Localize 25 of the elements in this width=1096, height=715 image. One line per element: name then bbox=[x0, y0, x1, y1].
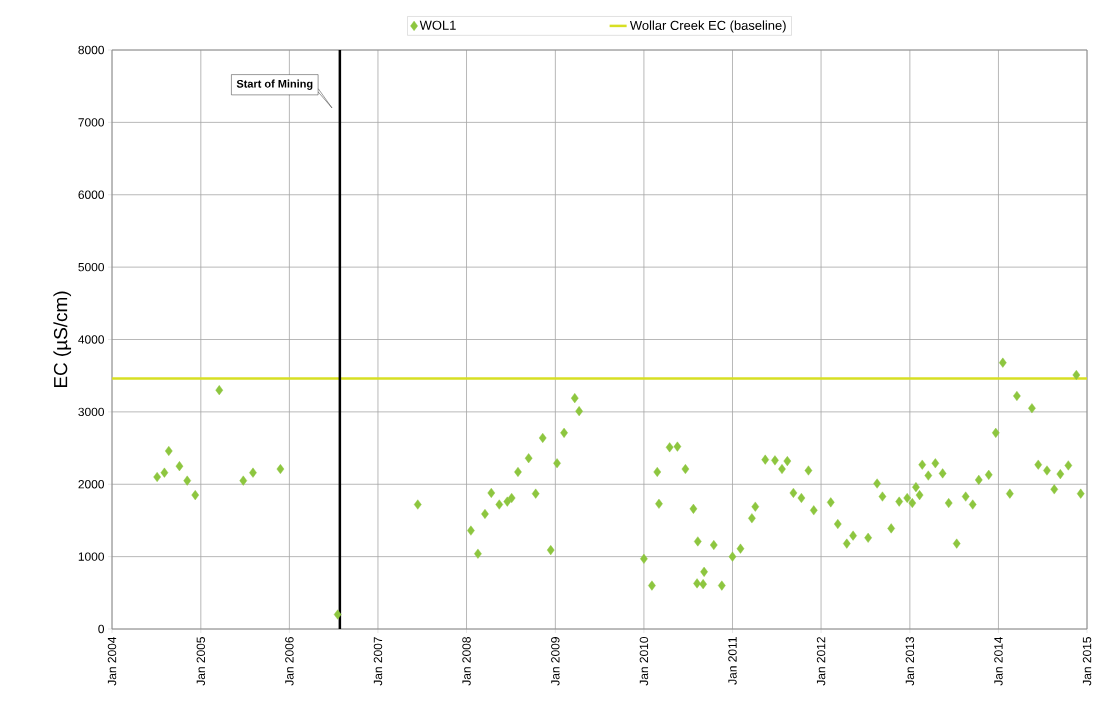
y-tick-label: 2000 bbox=[78, 480, 105, 489]
y-tick-label: 3000 bbox=[78, 407, 105, 417]
y-tick-label: 0 bbox=[98, 624, 105, 634]
y-tick-label: 4000 bbox=[78, 335, 105, 344]
y-axis-title: EC (µS/cm) bbox=[53, 291, 72, 388]
x-tick-label: Jan 2014 bbox=[994, 636, 1003, 686]
x-tick-label: Jan 2010 bbox=[639, 637, 649, 686]
y-tick-label: 1000 bbox=[78, 552, 105, 561]
legend-label: WOL1 bbox=[419, 20, 456, 30]
x-tick-label: Jan 2007 bbox=[373, 637, 383, 686]
y-tick-label: 6000 bbox=[78, 190, 105, 199]
legend-label: Wollar Creek EC (baseline) bbox=[629, 20, 786, 33]
x-tick-label: Jan 2015 bbox=[1082, 637, 1092, 686]
x-tick-label: Jan 2004 bbox=[107, 636, 117, 686]
x-tick-label: Jan 2013 bbox=[905, 637, 915, 686]
x-tick-label: Jan 2008 bbox=[462, 637, 471, 686]
x-tick-label: Jan 2012 bbox=[816, 637, 826, 686]
x-tick-label: Jan 2011 bbox=[728, 637, 737, 685]
x-tick-label: Jan 2006 bbox=[285, 637, 294, 686]
ref-line-label: Start of Mining bbox=[236, 79, 313, 90]
y-tick-label: 5000 bbox=[78, 262, 105, 272]
y-tick-label: 7000 bbox=[78, 118, 105, 127]
x-tick-label: Jan 2009 bbox=[551, 637, 560, 686]
y-tick-label: 8000 bbox=[78, 45, 105, 55]
x-tick-label: Jan 2005 bbox=[196, 637, 206, 686]
